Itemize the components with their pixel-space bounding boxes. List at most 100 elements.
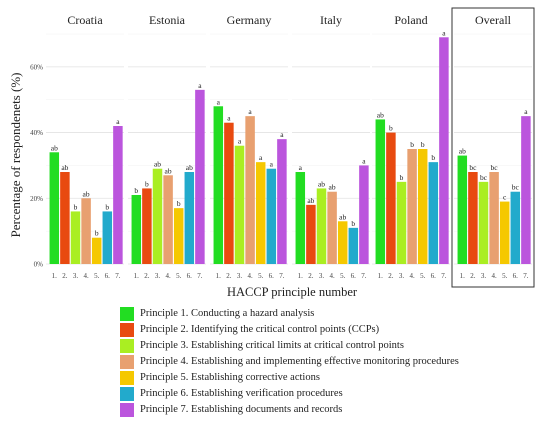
x-tick-label: 2. [144,272,150,280]
significance-letter: a [198,81,202,90]
bar [224,122,234,264]
bar [316,188,327,264]
y-tick-label: 40% [30,129,43,137]
bar [70,211,81,264]
bar [468,172,478,264]
bar [306,204,316,264]
bar [478,181,489,264]
y-axis-label: Percentage of respondenets (%) [8,73,23,238]
legend-item: Principle 7. Establishing documents and … [120,402,540,418]
x-tick-label: 6. [269,272,275,280]
significance-letter: ab [61,163,68,172]
bar [386,132,396,264]
x-tick-label: 1. [134,272,140,280]
significance-letter: a [280,130,284,139]
x-tick-label: 2. [226,272,232,280]
bar [102,211,113,264]
x-tick-label: 5. [176,272,182,280]
legend-item: Principle 6. Establishing verification p… [120,386,540,402]
legend-item: Principle 1. Conducting a hazard analysi… [120,306,540,322]
significance-letter: a [442,28,446,37]
x-tick-label: 7. [361,272,367,280]
x-tick-label: 3. [155,272,161,280]
bar [499,201,510,264]
bar [439,37,449,265]
bar [348,227,359,264]
bar [337,221,348,264]
significance-letter: a [259,153,263,162]
significance-letter: a [227,114,231,123]
legend-swatch [120,323,134,337]
x-tick-label: 3. [73,272,79,280]
significance-letter: ab [83,189,90,198]
bar [91,237,102,264]
significance-letter: bc [512,183,520,192]
legend-item: Principle 4. Establishing and implementi… [120,354,540,370]
bar [245,116,255,265]
panel-title: Germany [227,13,272,27]
x-tick-label: 4. [165,272,171,280]
overall-highlight-box [451,7,535,288]
significance-letter: a [217,97,221,106]
significance-letter: a [524,107,528,116]
legend-label: Principle 2. Identifying the critical co… [140,324,380,335]
x-tick-label: 1. [216,272,222,280]
legend-item: Principle 5. Establishing corrective act… [120,370,540,386]
bar [375,119,386,264]
bar [428,162,439,264]
legend-swatch [120,371,134,385]
legend-label: Principle 3. Establishing critical limit… [140,340,404,351]
x-tick-label: 5. [258,272,264,280]
significance-letter: ab [186,163,193,172]
x-tick-label: 6. [431,272,437,280]
x-tick-label: 2. [62,272,68,280]
significance-letter: ab [154,160,161,169]
significance-letter: bc [480,173,488,182]
x-tick-label: 4. [491,272,497,280]
significance-letter: b [95,229,99,238]
significance-letter: b [400,173,404,182]
bar [163,175,173,264]
x-tick-label: 6. [351,272,357,280]
legend-swatch [120,387,134,401]
significance-letter: bc [491,163,499,172]
bar [234,145,245,264]
bar [184,172,195,264]
x-tick-label: 2. [470,272,476,280]
y-tick-label: 0% [34,261,44,269]
x-tick-label: 2. [308,272,314,280]
bar [396,181,407,264]
x-tick-label: 3. [237,272,243,280]
bar [489,172,499,264]
significance-letter: ab [307,196,314,205]
bar [510,191,521,264]
significance-letter: b [145,179,149,188]
bar [266,168,277,264]
bar [277,139,287,264]
significance-letter: a [116,117,120,126]
panel-title: Poland [394,13,427,27]
x-tick-label: 7. [115,272,121,280]
bar [173,208,184,264]
x-tick-label: 1. [378,272,384,280]
significance-letter: bc [469,163,477,172]
bar [195,89,205,264]
x-tick-label: 5. [340,272,346,280]
panel-title: Croatia [67,13,103,27]
bar [213,106,224,265]
significance-letter: ab [339,212,346,221]
legend-label: Principle 4. Establishing and implementi… [140,356,459,367]
bar [60,172,70,264]
x-tick-label: 5. [420,272,426,280]
significance-letter: ab [329,183,336,192]
significance-letter: b [389,124,393,133]
significance-letter: b [410,140,414,149]
significance-letter: b [105,202,109,211]
x-tick-label: 2. [388,272,394,280]
significance-letter: a [299,163,303,172]
legend-label: Principle 6. Establishing verification p… [140,388,343,399]
bar [142,188,152,264]
x-tick-label: 3. [399,272,405,280]
x-tick-label: 4. [247,272,253,280]
